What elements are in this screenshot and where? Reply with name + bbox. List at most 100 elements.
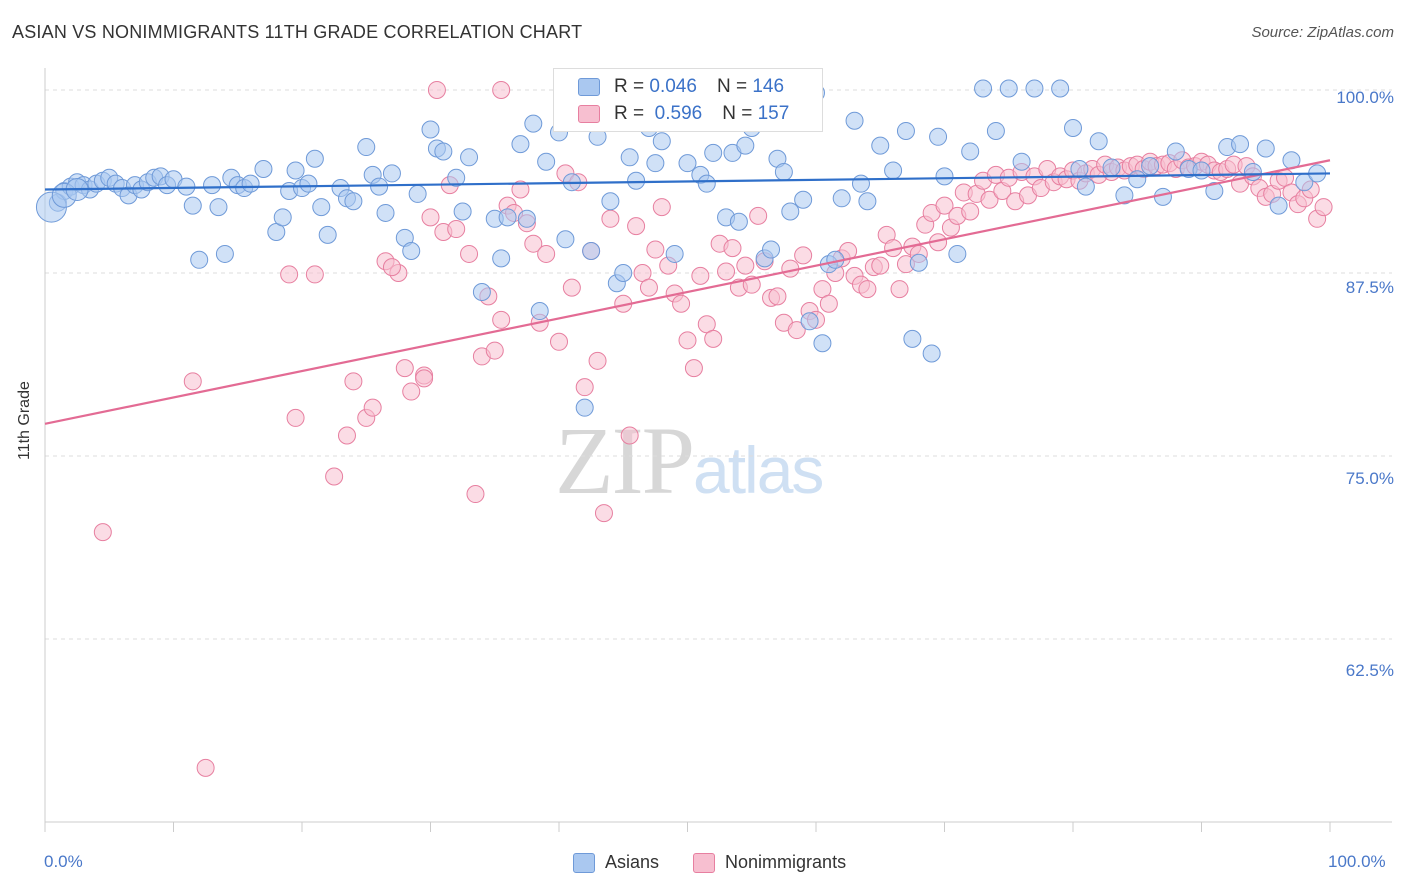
nonimmigrants-point [460,244,479,263]
nonimmigrants-point [723,239,742,258]
nonimmigrants-point [601,209,620,228]
asians-point [453,202,472,221]
asians-point [511,135,530,154]
nonimmigrants-point [511,180,530,199]
asians-point [530,302,549,321]
r-label: R = [614,76,645,97]
asians-point [273,208,292,227]
asians-point [254,160,273,179]
n-label: N = [716,76,748,97]
asians-point [524,114,543,133]
n-value: 146 [752,76,785,97]
nonimmigrants-point [749,206,768,225]
asians-point [575,398,594,417]
asians-trend-line [44,172,1331,191]
y-axis-label: 11th Grade [16,381,33,460]
asians-point [896,121,915,140]
asians-point [1115,186,1134,205]
nonimmigrants-point [717,262,736,281]
asians-point [627,171,646,190]
asians-point [318,225,337,244]
asians-point [800,312,819,331]
nonimmigrants-point [286,408,305,427]
nonimmigrants-trend-line [44,159,1331,425]
asians-point [646,154,665,173]
watermark-atlas: atlas [693,433,824,507]
nonimmigrants-point [575,378,594,397]
nonimmigrants-point [537,244,556,263]
nonimmigrants-point [492,80,511,99]
asians-point [203,176,222,195]
nonimmigrants-point [562,278,581,297]
asians-legend-icon [573,852,595,873]
legend-item-nonimmigrants[interactable]: Nonimmigrants [693,852,846,873]
asians-point [909,253,928,272]
asians-point [1166,142,1185,161]
nonimmigrants-point [935,196,954,215]
nonimmigrants-point [447,220,466,239]
series-legend: Asians Nonimmigrants [573,852,880,873]
asians-point [241,174,260,193]
nonimmigrants-point [684,359,703,378]
nonimmigrants-point [890,280,909,299]
asians-point [1231,135,1250,154]
asians-point [871,136,890,155]
asians-point [935,167,954,186]
nonimmigrants-point [768,287,787,306]
nonimmigrants-point [421,208,440,227]
asians-point [961,142,980,161]
asians-point [215,244,234,263]
asians-point [794,190,813,209]
asians-point [1128,170,1147,189]
asians-point [286,161,305,180]
asians-point [903,329,922,348]
nonimmigrants-point [305,265,324,284]
nonimmigrants-point [1314,198,1333,217]
nonimmigrants-point [402,382,421,401]
asians-point [1102,158,1121,177]
asians-point [948,244,967,263]
asians-point [762,240,781,259]
nonimmigrants-point [337,426,356,445]
asians-point [408,184,427,203]
asians-point [851,174,870,193]
nonimmigrants-point [639,278,658,297]
nonimmigrants-point [620,426,639,445]
asians-point [447,168,466,187]
asians-points [35,79,1327,417]
nonimmigrants-point [736,256,755,275]
legend-label: Asians [605,852,660,872]
nonimmigrants-point [787,321,806,340]
y-tick-label: 87.5% [1345,278,1394,297]
x-tick-label: 0.0% [44,852,83,871]
asians-point [344,192,363,211]
nonimmigrants-point [550,332,568,351]
asians-point [1076,177,1095,196]
nonimmigrants-point [466,485,485,504]
n-value: 157 [757,103,790,124]
asians-point [382,164,401,183]
nonimmigrants-point [871,256,890,275]
nonimmigrants-point [280,265,299,284]
asians-point [183,196,202,215]
nonimmigrants-point [93,523,112,542]
nonimmigrants-point [524,234,543,253]
nonimmigrants-point [183,372,202,391]
asians-point [460,148,479,167]
asians-point [845,111,864,130]
legend-row-nonimmigrants: R = 0.596 N = 157 [578,103,789,125]
asians-point [974,79,993,98]
nonimmigrants-point [427,80,446,99]
asians-point [299,174,318,193]
nonimmigrants-point [588,351,607,370]
asians-point [312,198,331,217]
y-tick-label: 100.0% [1336,88,1394,107]
asians-point [729,212,748,231]
nonimmigrants-point [363,398,382,417]
nonimmigrants-point [395,359,414,378]
asians-point [999,79,1018,98]
asians-point [582,242,601,261]
asians-point [922,344,941,363]
legend-item-asians[interactable]: Asians [573,852,659,873]
asians-swatch-icon [578,78,600,96]
